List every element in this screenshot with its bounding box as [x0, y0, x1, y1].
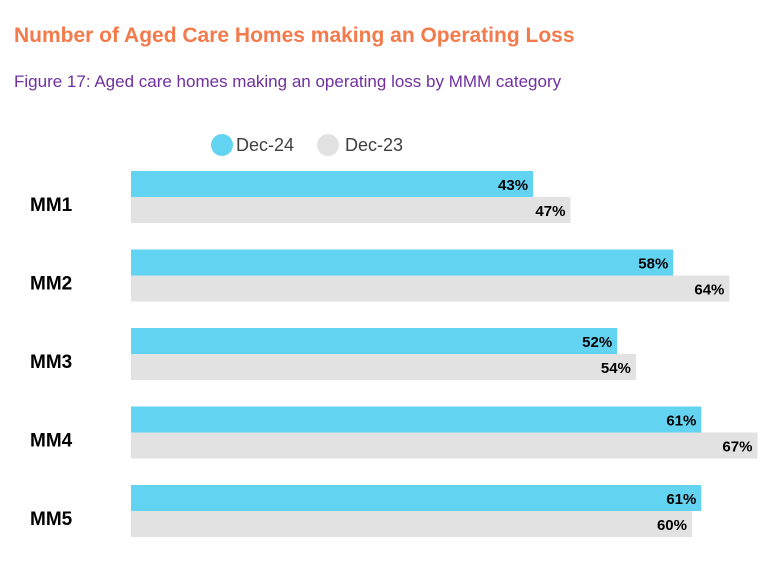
- chart-legend: Dec-24 Dec-23: [211, 134, 403, 156]
- data-label: 67%: [722, 439, 752, 456]
- legend-marker-dec-23: [317, 134, 339, 156]
- bar-dec-24-mm5: [131, 485, 702, 511]
- bar-dec-24-mm1: [131, 171, 534, 197]
- bar-dec-24-mm2: [131, 249, 674, 276]
- data-label: 64%: [694, 282, 724, 299]
- category-label: MM1: [30, 195, 73, 216]
- legend-marker-dec-24: [211, 134, 233, 156]
- data-label: 61%: [666, 491, 696, 508]
- data-label: 58%: [638, 256, 668, 273]
- bar-dec-23-mm4: [131, 432, 758, 459]
- data-label: 61%: [666, 413, 696, 430]
- legend-label-dec-24: Dec-24: [236, 135, 294, 155]
- bar-series: 43% 47% 58% 64% 52% 54% 61% 67% 61% 60%: [131, 171, 758, 537]
- figure-subtitle: Figure 17: Aged care homes making an ope…: [14, 72, 562, 91]
- bar-dec-23-mm5: [131, 511, 692, 537]
- data-label: 60%: [657, 517, 687, 534]
- bar-dec-24-mm4: [131, 406, 702, 433]
- category-label: MM3: [30, 352, 72, 373]
- bar-dec-23-mm2: [131, 275, 730, 302]
- data-label: 52%: [582, 334, 612, 351]
- data-label: 47%: [535, 203, 565, 220]
- category-labels: MM1 MM2 MM3 MM4 MM5: [30, 195, 73, 530]
- page-title: Number of Aged Care Homes making an Oper…: [14, 24, 575, 47]
- bar-dec-23-mm1: [131, 197, 571, 223]
- data-label: 54%: [601, 360, 631, 377]
- category-label: MM5: [30, 509, 73, 530]
- category-label: MM2: [30, 274, 72, 295]
- bar-dec-24-mm3: [131, 328, 618, 354]
- legend-label-dec-23: Dec-23: [345, 135, 403, 155]
- bar-dec-23-mm3: [131, 354, 636, 380]
- data-label: 43%: [498, 177, 528, 194]
- category-label: MM4: [30, 431, 73, 452]
